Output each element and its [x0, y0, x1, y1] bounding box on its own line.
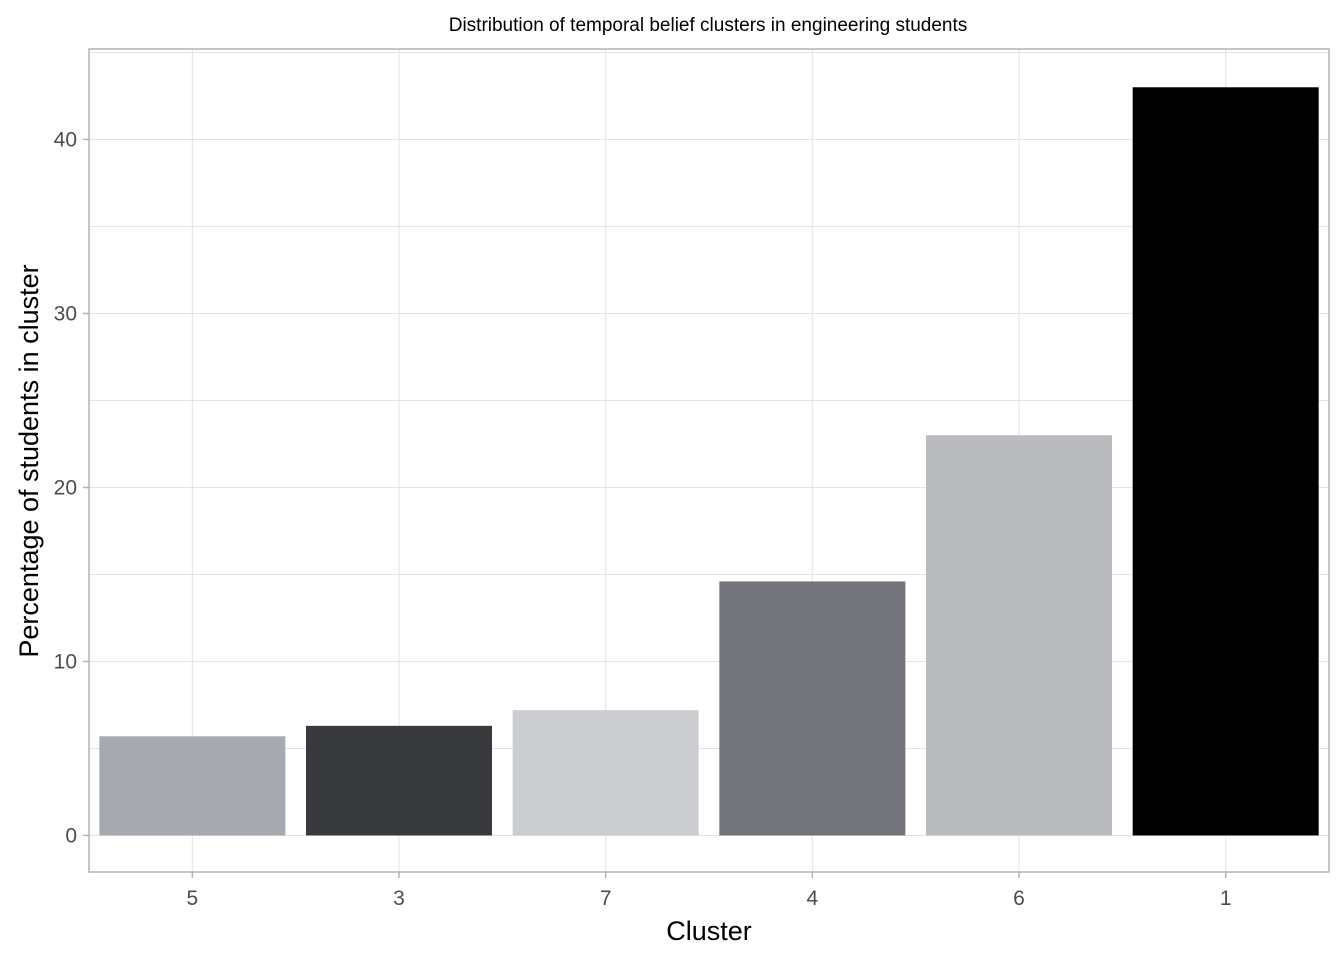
x-tick-label: 7 [600, 887, 612, 910]
y-tick-label: 10 [54, 650, 77, 673]
x-tick-label: 1 [1220, 887, 1232, 910]
bar-cluster-5 [99, 736, 286, 836]
x-axis-ticks: 5 3 7 4 6 1 [186, 872, 1232, 910]
y-tick-label: 30 [54, 302, 77, 325]
bar-cluster-6 [926, 435, 1112, 836]
y-tick-label: 0 [65, 824, 77, 847]
x-tick-label: 6 [1013, 887, 1025, 910]
x-tick-label: 4 [806, 887, 818, 910]
bar-cluster-4 [719, 581, 906, 836]
x-tick-label: 3 [393, 887, 405, 910]
bars [99, 87, 1319, 836]
bar-cluster-7 [512, 710, 699, 836]
x-axis-title: Cluster [666, 916, 752, 946]
bar-cluster-1 [1132, 87, 1319, 836]
x-tick-label: 5 [186, 887, 198, 910]
chart-title: Distribution of temporal belief clusters… [449, 15, 968, 36]
bar-cluster-3 [306, 725, 492, 836]
plot-panel-background [89, 49, 1329, 872]
y-axis-ticks: 0 10 20 30 40 [54, 128, 89, 847]
plot-panel-border [88, 48, 1330, 873]
y-tick-label: 40 [54, 128, 77, 151]
y-axis-title: Percentage of students in cluster [14, 264, 44, 657]
y-tick-label: 20 [54, 476, 77, 499]
